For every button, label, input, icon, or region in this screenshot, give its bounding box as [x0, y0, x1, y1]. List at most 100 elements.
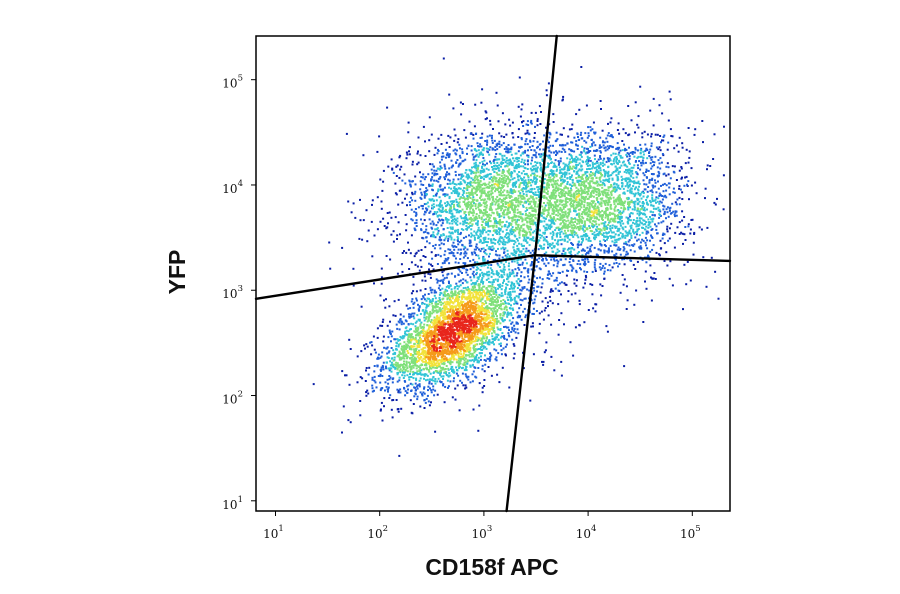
- event-dot: [603, 267, 606, 270]
- event-dot: [487, 147, 490, 150]
- event-dot: [520, 250, 522, 253]
- event-dot: [628, 171, 631, 174]
- event-dot: [486, 141, 489, 144]
- event-dot: [594, 270, 597, 272]
- event-dot: [563, 167, 566, 170]
- event-dot: [494, 145, 497, 148]
- event-dot: [491, 211, 494, 214]
- event-dot: [486, 357, 489, 360]
- event-dot: [560, 168, 563, 171]
- event-dot: [551, 230, 554, 233]
- event-dot: [635, 233, 638, 236]
- event-dot: [615, 156, 618, 158]
- event-dot: [628, 213, 631, 216]
- event-dot: [440, 158, 443, 161]
- event-dot: [424, 401, 427, 404]
- event-dot: [568, 247, 570, 250]
- event-dot: [424, 373, 427, 376]
- event-dot: [461, 208, 464, 211]
- event-dot: [466, 185, 469, 188]
- event-dot: [478, 283, 481, 286]
- event-dot: [627, 217, 630, 220]
- event-dot: [402, 322, 405, 325]
- event-dot: [641, 159, 644, 162]
- event-dot: [383, 225, 386, 227]
- event-dot: [477, 165, 480, 168]
- event-dot: [510, 191, 513, 194]
- event-dot: [638, 210, 641, 213]
- event-dot: [478, 382, 481, 385]
- event-dot: [622, 222, 625, 225]
- event-dot: [468, 244, 471, 247]
- event-dot: [382, 368, 385, 371]
- event-dot: [619, 224, 622, 227]
- event-dot: [431, 185, 434, 187]
- event-dot: [536, 205, 539, 208]
- event-dot: [525, 181, 527, 184]
- event-dot: [539, 291, 542, 294]
- event-dot: [567, 135, 570, 138]
- event-dot: [439, 201, 442, 204]
- event-dot: [434, 236, 437, 239]
- event-dot: [421, 373, 424, 376]
- event-dot: [503, 319, 506, 322]
- event-dot: [422, 309, 425, 312]
- event-dot: [629, 180, 632, 183]
- event-dot: [596, 165, 599, 168]
- event-dot: [507, 326, 510, 329]
- event-dot: [481, 274, 484, 277]
- event-dot: [510, 146, 513, 149]
- event-dot: [673, 147, 676, 150]
- event-dot: [604, 227, 607, 230]
- event-dot: [658, 146, 661, 149]
- event-dot: [513, 240, 516, 242]
- event-dot: [532, 231, 535, 234]
- event-dot: [599, 155, 602, 157]
- event-dot: [589, 283, 592, 286]
- event-dot: [629, 151, 632, 154]
- event-dot: [412, 403, 415, 405]
- event-dot: [581, 235, 584, 238]
- event-dot: [536, 186, 539, 189]
- event-dot: [476, 175, 479, 178]
- event-dot: [577, 251, 580, 253]
- event-dot: [437, 148, 439, 151]
- event-dot: [536, 290, 538, 293]
- event-dot: [618, 197, 621, 200]
- event-dot: [587, 134, 590, 137]
- event-dot: [533, 298, 536, 301]
- event-dot: [349, 421, 352, 424]
- event-dot: [618, 132, 621, 135]
- event-dot: [430, 133, 433, 136]
- event-dot: [436, 263, 439, 265]
- event-dot: [571, 123, 574, 126]
- event-dot: [418, 383, 421, 386]
- event-dot: [630, 119, 633, 122]
- event-dot: [716, 197, 718, 200]
- event-dot: [542, 212, 545, 215]
- event-dot: [675, 214, 678, 217]
- event-dot: [655, 207, 658, 210]
- event-dot: [658, 253, 661, 256]
- event-dot: [520, 179, 523, 182]
- event-dot: [524, 297, 527, 300]
- event-dot: [379, 368, 382, 371]
- event-dot: [651, 248, 654, 251]
- event-dot: [423, 178, 426, 181]
- event-dot: [451, 222, 454, 225]
- event-dot: [407, 384, 410, 387]
- event-dot: [455, 153, 458, 156]
- event-dot: [684, 239, 687, 241]
- event-dot: [516, 165, 519, 168]
- event-dot: [440, 266, 443, 269]
- event-dot: [451, 213, 454, 216]
- event-dot: [530, 178, 532, 181]
- event-dot: [475, 254, 478, 257]
- event-dot: [414, 222, 417, 225]
- event-dot: [424, 246, 427, 249]
- event-dot: [533, 174, 536, 176]
- event-dot: [373, 389, 375, 392]
- event-dot: [506, 284, 509, 286]
- event-dot: [439, 214, 442, 217]
- event-dot: [540, 153, 543, 156]
